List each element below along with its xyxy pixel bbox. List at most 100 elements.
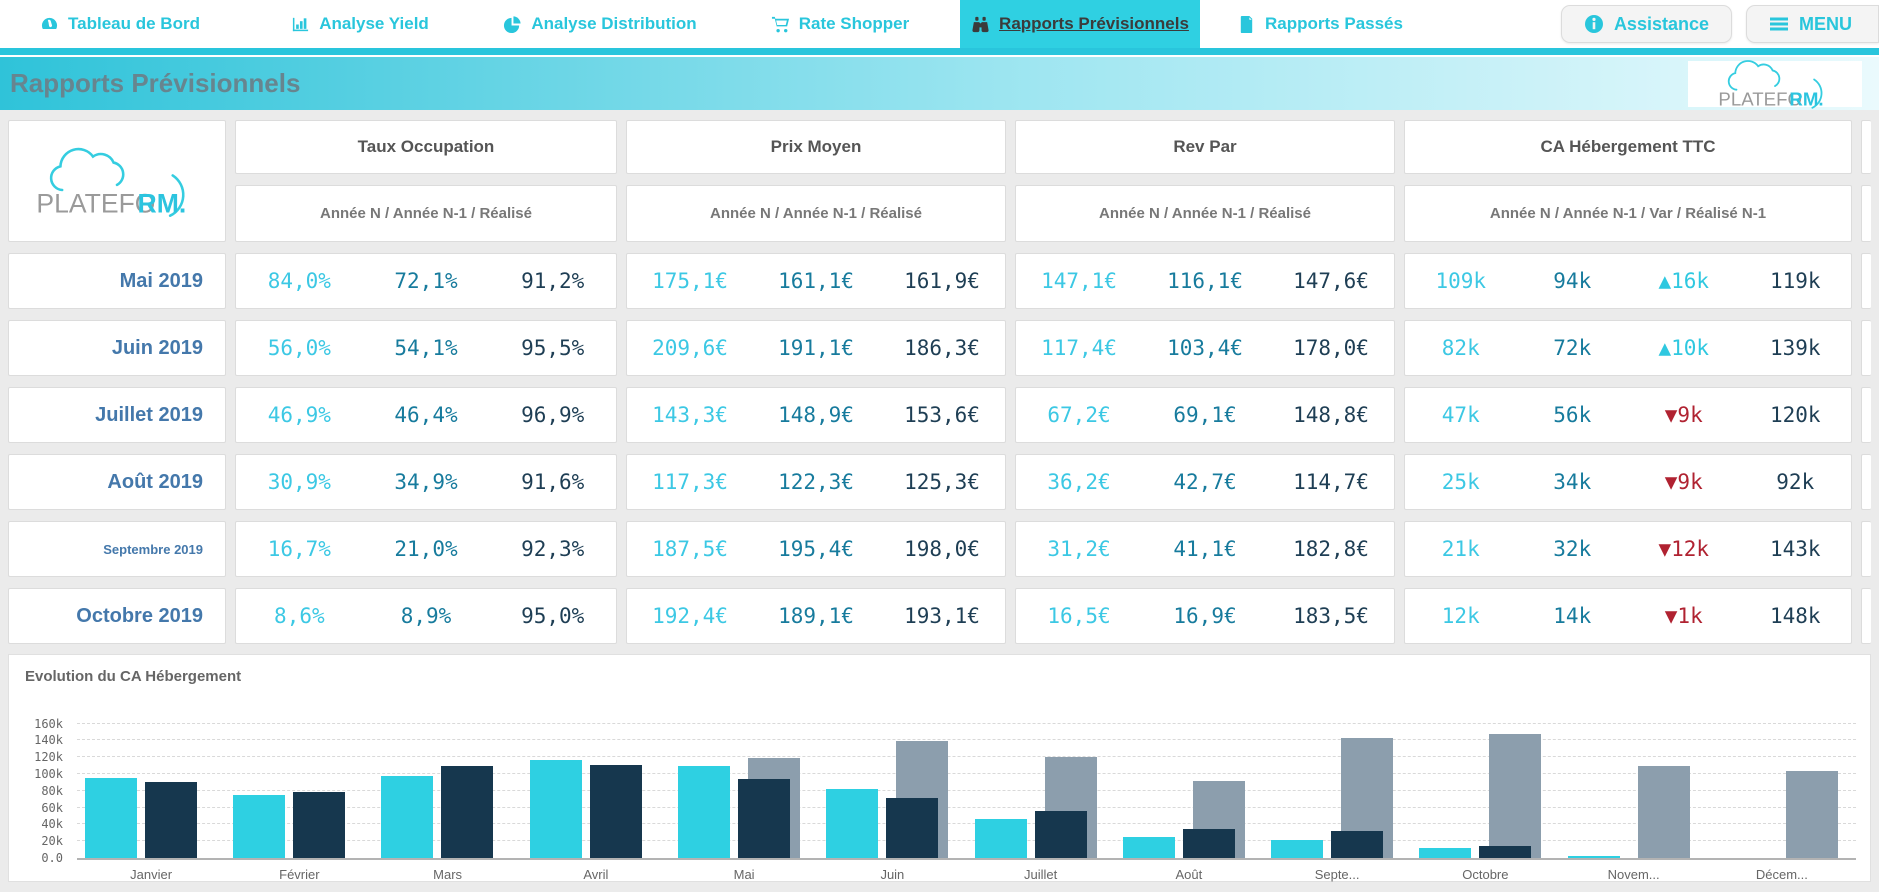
value-cell: 187,5€ [652, 537, 728, 561]
bar-chart: 0.0 20k 40k 60k 80k 100k 120k 140k 160k Janvier F… [9, 701, 1870, 882]
row-values-group: 84,0% 72,1% 91,2% [235, 253, 617, 309]
bar-annee-n[interactable] [677, 766, 730, 858]
forecast-table: PLATEFO RM. Taux Occupation Prix Moyen Rev P… [8, 120, 1871, 644]
variation-cell: ▲16k [1658, 269, 1710, 293]
bar-realise-n1[interactable] [1785, 771, 1838, 858]
value-cell: 46,4% [394, 403, 458, 427]
bar-annee-n[interactable] [1122, 837, 1175, 858]
column-subheader-3: Année N / Année N-1 / Réalisé [1015, 185, 1395, 242]
tab-label: Rate Shopper [798, 14, 910, 33]
value-cell: 148,8€ [1293, 403, 1369, 427]
bar-group-février: Février [225, 711, 373, 882]
svg-text:RM.: RM. [138, 188, 187, 218]
tab-label: Rapports Prévisionnels [999, 14, 1189, 33]
bar-annee-n1[interactable] [589, 764, 642, 858]
tab-tableau-de-bord[interactable]: Tableau de Bord [0, 0, 240, 48]
variation-cell: ▼9k [1664, 403, 1703, 427]
bar-annee-n[interactable] [1567, 856, 1620, 858]
column-header-2: Prix Moyen [626, 120, 1006, 174]
row-month: Juin 2019 [8, 320, 226, 376]
row-values-ca: 47k 56k ▼9k 120k [1404, 387, 1852, 443]
bar-annee-n1[interactable] [145, 782, 197, 858]
value-cell: 8,6% [274, 604, 325, 628]
tab-rapports-pass-s[interactable]: Rapports Passés [1200, 0, 1440, 48]
chart-card: Evolution du CA Hébergement 0.0 20k 40k 60k… [8, 654, 1871, 882]
value-cell: 34k [1553, 470, 1592, 494]
bar-annee-n1[interactable] [1330, 831, 1383, 858]
row-values-group: 175,1€ 161,1€ 161,9€ [626, 253, 1006, 309]
row-values-group: 36,2€ 42,7€ 114,7€ [1015, 454, 1395, 510]
gridline [77, 840, 1856, 842]
menu-button[interactable]: MENU [1746, 5, 1879, 43]
bar-annee-n1[interactable] [293, 791, 346, 858]
month-label: Octobre 2019 [76, 604, 203, 627]
value-cell: 119k [1769, 269, 1821, 293]
row-values-group: 192,4€ 189,1€ 193,1€ [626, 588, 1006, 644]
month-label: Juillet 2019 [95, 403, 203, 426]
bar-annee-n[interactable] [529, 759, 582, 858]
x-tick-label: Avril [583, 867, 609, 882]
tab-analyse-distribution[interactable]: Analyse Distribution [480, 0, 720, 48]
y-tick-label: 120k [34, 750, 63, 765]
value-cell: 198,0€ [904, 537, 980, 561]
bar-annee-n1[interactable] [1034, 810, 1087, 858]
column-title: Prix Moyen [770, 137, 862, 156]
gridline [77, 773, 1856, 774]
brand-logo-small: PLATEFO RM. [1688, 59, 1862, 109]
value-cell: 56,0% [267, 336, 331, 360]
row-values-group: 117,3€ 122,3€ 125,3€ [626, 454, 1006, 510]
bar-annee-n[interactable] [974, 818, 1027, 858]
bar-annee-n1[interactable] [1479, 846, 1532, 858]
value-cell: 147,6€ [1293, 269, 1369, 293]
column-subheader-4: Année N / Année N-1 / Var / Réalisé N-1 [1404, 185, 1852, 242]
row-month: Mai 2019 [8, 253, 226, 309]
column-subheader-1: Année N / Année N-1 / Réalisé [235, 185, 617, 242]
menu-label: MENU [1799, 13, 1852, 34]
assistance-button[interactable]: Assistance [1560, 5, 1732, 43]
bar-annee-n1[interactable] [1182, 829, 1235, 858]
bar-annee-n[interactable] [1419, 847, 1472, 858]
value-cell: 114,7€ [1293, 470, 1369, 494]
value-cell: 56k [1553, 403, 1592, 427]
value-cell: 47k [1441, 403, 1480, 427]
tab-rate-shopper[interactable]: Rate Shopper [720, 0, 960, 48]
page-title: Rapports Prévisionnels [10, 68, 301, 98]
bar-realise-n1[interactable] [1637, 765, 1690, 858]
bar-realise-n1[interactable] [1489, 733, 1542, 858]
bar-annee-n1[interactable] [737, 779, 790, 858]
bar-group-septembre: Septe... [1263, 711, 1411, 882]
row-values-group: 147,1€ 116,1€ 147,6€ [1015, 253, 1395, 309]
tab-analyse-yield[interactable]: Analyse Yield [240, 0, 480, 48]
row-month: Septembre 2019 [8, 521, 226, 577]
value-cell: 95,5% [521, 336, 585, 360]
value-cell: 36,2€ [1047, 470, 1111, 494]
tab-rapports-pr-visionnels[interactable]: Rapports Prévisionnels [960, 0, 1200, 48]
value-cell: 82k [1441, 336, 1480, 360]
bar-annee-n[interactable] [233, 795, 286, 858]
row-values-ca: 109k 94k ▲16k 119k [1404, 253, 1852, 309]
value-cell: 139k [1769, 336, 1821, 360]
column-subtitle: Année N / Année N-1 / Réalisé [709, 205, 922, 222]
bar-group-novembre: Novem... [1560, 711, 1708, 882]
bar-annee-n1[interactable] [886, 797, 939, 858]
value-cell: 143,3€ [652, 403, 728, 427]
y-tick-label: 160k [34, 716, 63, 731]
bar-annee-n[interactable] [381, 775, 434, 858]
bar-group-décembre: Décem... [1708, 711, 1856, 882]
cart-icon [771, 15, 790, 34]
bar-annee-n[interactable] [85, 778, 137, 858]
report-icon [1237, 15, 1256, 34]
row-values-group: 46,9% 46,4% 96,9% [235, 387, 617, 443]
y-tick-label: 80k [41, 783, 63, 798]
bar-annee-n[interactable] [826, 789, 879, 858]
value-cell: 161,9€ [904, 269, 980, 293]
value-cell: 103,4€ [1167, 336, 1243, 360]
bar-annee-n1[interactable] [441, 765, 494, 858]
table-overflow-sliver [1861, 185, 1871, 242]
value-cell: 72k [1553, 336, 1592, 360]
value-cell: 67,2€ [1047, 403, 1111, 427]
value-cell: 125,3€ [904, 470, 980, 494]
tab-label: Tableau de Bord [68, 14, 200, 33]
bar-annee-n[interactable] [1270, 840, 1323, 858]
